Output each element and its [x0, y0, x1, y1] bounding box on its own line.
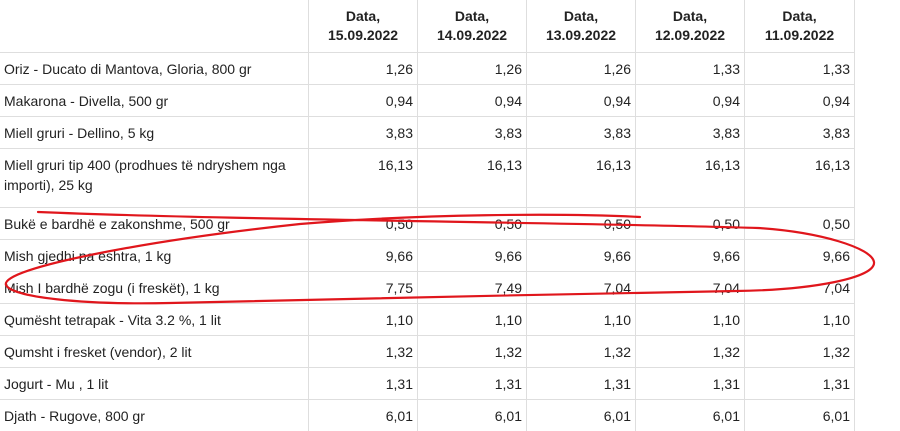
price-cell: 1,32 [744, 335, 855, 368]
header-date-label: Data, [672, 7, 708, 24]
price-cell: 0,94 [635, 84, 745, 117]
price-cell: 7,49 [417, 271, 527, 304]
price-cell: 1,10 [526, 303, 636, 336]
price-cell: 1,32 [308, 335, 418, 368]
header-product [0, 0, 309, 53]
product-name: Qumsht i fresket (vendor), 2 lit [0, 335, 309, 368]
price-cell: 6,01 [635, 399, 745, 431]
product-name: Oriz - Ducato di Mantova, Gloria, 800 gr [0, 52, 309, 85]
product-name: Mish I bardhë zogu (i freskët), 1 kg [0, 271, 309, 304]
price-cell: 16,13 [744, 148, 855, 208]
price-cell: 3,83 [417, 116, 527, 149]
table-row: Bukë e bardhë e zakonshme, 500 gr 0,50 0… [0, 207, 855, 240]
price-cell: 6,01 [526, 399, 636, 431]
header-date-value: 12.09.2022 [654, 26, 726, 43]
price-cell: 1,10 [635, 303, 745, 336]
price-cell: 1,10 [744, 303, 855, 336]
price-cell: 9,66 [417, 239, 527, 272]
price-cell: 1,32 [526, 335, 636, 368]
header-date: Data, 12.09.2022 [635, 0, 745, 53]
header-date-label: Data, [563, 7, 599, 24]
price-cell: 1,26 [417, 52, 527, 85]
table-row: Miell gruri - Dellino, 5 kg 3,83 3,83 3,… [0, 116, 855, 149]
table-row: Miell gruri tip 400 (prodhues të ndryshe… [0, 148, 855, 208]
price-cell: 1,31 [308, 367, 418, 400]
table-row: Jogurt - Mu , 1 lit 1,31 1,31 1,31 1,31 … [0, 367, 855, 400]
price-cell: 7,04 [635, 271, 745, 304]
header-date-label: Data, [454, 7, 490, 24]
table-header-row: Data, 15.09.2022 Data, 14.09.2022 Data, 13.… [0, 0, 855, 53]
header-date-value: 15.09.2022 [327, 26, 399, 43]
product-name: Makarona - Divella, 500 gr [0, 84, 309, 117]
price-cell: 0,94 [417, 84, 527, 117]
product-name: Miell gruri tip 400 (prodhues të ndryshe… [0, 148, 309, 208]
price-cell: 0,50 [635, 207, 745, 240]
header-date: Data, 15.09.2022 [308, 0, 418, 53]
price-cell: 1,33 [744, 52, 855, 85]
price-cell: 3,83 [744, 116, 855, 149]
price-cell: 0,50 [744, 207, 855, 240]
price-cell: 1,31 [635, 367, 745, 400]
table-row: Oriz - Ducato di Mantova, Gloria, 800 gr… [0, 52, 855, 85]
price-cell: 0,50 [417, 207, 527, 240]
header-date: Data, 13.09.2022 [526, 0, 636, 53]
price-cell: 7,04 [744, 271, 855, 304]
header-date-value: 14.09.2022 [436, 26, 508, 43]
price-cell: 1,32 [635, 335, 745, 368]
price-cell: 3,83 [526, 116, 636, 149]
table-row: Qumsht i fresket (vendor), 2 lit 1,32 1,… [0, 335, 855, 368]
price-cell: 16,13 [417, 148, 527, 208]
table-row: Qumësht tetrapak - Vita 3.2 %, 1 lit 1,1… [0, 303, 855, 336]
price-cell: 1,32 [417, 335, 527, 368]
price-cell: 16,13 [635, 148, 745, 208]
product-name: Jogurt - Mu , 1 lit [0, 367, 309, 400]
price-cell: 0,94 [308, 84, 418, 117]
price-cell: 9,66 [526, 239, 636, 272]
product-name: Miell gruri - Dellino, 5 kg [0, 116, 309, 149]
price-cell: 0,50 [526, 207, 636, 240]
price-table: Data, 15.09.2022 Data, 14.09.2022 Data, 13.… [0, 0, 855, 431]
price-cell: 6,01 [417, 399, 527, 431]
table-row: Mish I bardhë zogu (i freskët), 1 kg 7,7… [0, 271, 855, 304]
price-cell: 1,10 [308, 303, 418, 336]
price-cell: 0,94 [526, 84, 636, 117]
price-cell: 6,01 [744, 399, 855, 431]
header-date-label: Data, [345, 7, 381, 24]
price-cell: 1,31 [526, 367, 636, 400]
price-cell: 0,94 [744, 84, 855, 117]
table-row: Djath - Rugove, 800 gr 6,01 6,01 6,01 6,… [0, 399, 855, 431]
price-cell: 3,83 [635, 116, 745, 149]
price-cell: 1,31 [744, 367, 855, 400]
product-name: Mish gjedhi pa eshtra, 1 kg [0, 239, 309, 272]
price-cell: 7,75 [308, 271, 418, 304]
product-name: Qumësht tetrapak - Vita 3.2 %, 1 lit [0, 303, 309, 336]
price-cell: 1,10 [417, 303, 527, 336]
price-cell: 16,13 [526, 148, 636, 208]
price-cell: 1,26 [308, 52, 418, 85]
price-cell: 3,83 [308, 116, 418, 149]
product-name: Bukë e bardhë e zakonshme, 500 gr [0, 207, 309, 240]
header-date: Data, 11.09.2022 [744, 0, 855, 53]
header-date-value: 13.09.2022 [545, 26, 617, 43]
table-row: Mish gjedhi pa eshtra, 1 kg 9,66 9,66 9,… [0, 239, 855, 272]
price-cell: 9,66 [635, 239, 745, 272]
header-date: Data, 14.09.2022 [417, 0, 527, 53]
price-cell: 0,50 [308, 207, 418, 240]
price-cell: 16,13 [308, 148, 418, 208]
price-cell: 1,31 [417, 367, 527, 400]
price-cell: 9,66 [308, 239, 418, 272]
header-date-value: 11.09.2022 [764, 26, 835, 43]
header-date-label: Data, [782, 7, 817, 24]
table-row: Makarona - Divella, 500 gr 0,94 0,94 0,9… [0, 84, 855, 117]
product-name: Djath - Rugove, 800 gr [0, 399, 309, 431]
price-cell: 1,26 [526, 52, 636, 85]
price-cell: 9,66 [744, 239, 855, 272]
price-cell: 1,33 [635, 52, 745, 85]
price-cell: 7,04 [526, 271, 636, 304]
price-cell: 6,01 [308, 399, 418, 431]
